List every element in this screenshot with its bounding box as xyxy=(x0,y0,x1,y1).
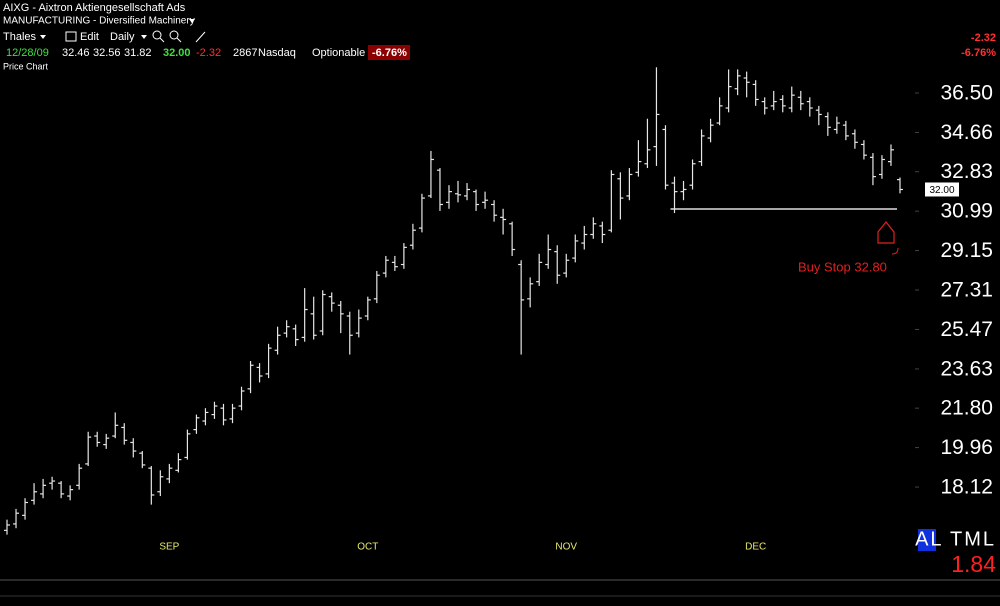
last-price-box xyxy=(925,182,959,197)
quote-close: 32.00 xyxy=(163,47,191,59)
y-tick-label: 36.50 xyxy=(940,82,993,105)
annotation: Buy Stop 32.80 xyxy=(798,259,887,274)
quote-bar: 12/28/09 32.46 32.56 31.82 32.00 -2.32 2… xyxy=(6,45,410,60)
corner-change: -2.32 xyxy=(971,32,996,44)
y-tick-label: 27.31 xyxy=(940,279,993,302)
quote-change: -2.32 xyxy=(196,47,221,59)
x-tick-label: OCT xyxy=(357,542,378,553)
buy-stop-arrow xyxy=(877,221,895,244)
indicator-highlight xyxy=(918,529,936,551)
y-tick-label: 29.15 xyxy=(940,239,993,262)
dropdown-arrow xyxy=(141,35,147,39)
dropdown-arrow xyxy=(189,19,195,23)
x-tick-label: SEP xyxy=(159,542,179,553)
quote-change-pct: -6.76% xyxy=(372,47,407,59)
quote-high: 32.56 xyxy=(93,47,121,59)
quote-low: 31.82 xyxy=(124,47,152,59)
toolbar-item[interactable]: Edit xyxy=(80,31,99,43)
quote-open: 32.46 xyxy=(62,47,90,59)
y-tick-label: 25.47 xyxy=(940,318,993,341)
indicator-value: 1.84 xyxy=(951,551,996,577)
dropdown-arrow xyxy=(40,35,46,39)
quote-date: 12/28/09 xyxy=(6,47,49,59)
toolbar-item[interactable]: Thales xyxy=(3,31,37,43)
quote-volume: 2867 xyxy=(233,47,257,59)
x-tick-label: NOV xyxy=(555,542,577,553)
y-tick-label: 30.99 xyxy=(940,200,993,223)
y-tick-label: 32.83 xyxy=(940,160,993,183)
edit-icon xyxy=(65,31,77,42)
quote-options: Optionable xyxy=(312,47,365,59)
annotation-hook xyxy=(891,247,899,255)
y-tick-label: 21.80 xyxy=(940,397,993,420)
sector-label[interactable]: MANUFACTURING - Diversified Machinery xyxy=(3,16,195,27)
indicator-name[interactable]: AL TML xyxy=(915,528,996,550)
toolbar-item[interactable]: Daily xyxy=(110,31,135,43)
y-tick-label: 23.63 xyxy=(940,357,993,380)
panel-label: Price Chart xyxy=(3,61,49,71)
last-price-label: 32.00 xyxy=(929,185,954,196)
plot: 36.50 34.66 32.83 30.99 29.15 27.31 25.47 23.63… xyxy=(4,67,993,553)
corner-change-pct: -6.76% xyxy=(961,47,996,59)
quote-exchange: Nasdaq xyxy=(258,47,296,59)
security-title: AIXG - Aixtron Aktiengesellschaft Ads xyxy=(3,2,186,14)
toolbar-icons[interactable] xyxy=(152,30,206,43)
change-pct-badge xyxy=(368,45,410,60)
y-tick-label: 19.96 xyxy=(940,436,993,459)
x-tick-label: DEC xyxy=(745,542,766,553)
y-tick-label: 34.66 xyxy=(940,121,993,144)
y-tick-label: 18.12 xyxy=(940,476,993,499)
